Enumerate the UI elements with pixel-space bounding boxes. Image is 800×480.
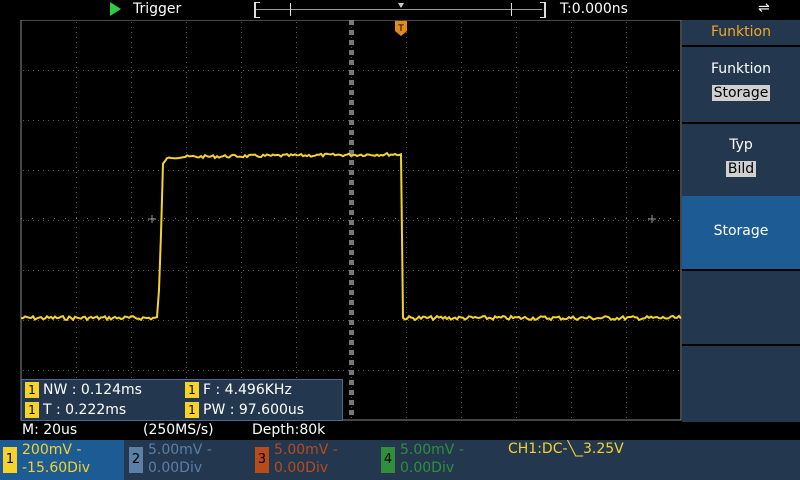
ch3-scale: 5.00mV - (274, 442, 338, 458)
ch3-number: 3 (255, 447, 269, 473)
ch2-settings[interactable]: 2 5.00mV - 0.00Div (126, 440, 250, 480)
ch1-number: 1 (3, 447, 17, 473)
timeline-window-right (511, 3, 512, 16)
ch3-offset: 0.00Div (274, 460, 329, 476)
timeline-window-left (290, 3, 291, 16)
menu-item-storage[interactable]: Storage (682, 196, 800, 269)
measurement-channel-badge: 1 (185, 382, 199, 398)
graticule-border (20, 19, 682, 421)
function-menu: Funktion Funktion Storage Typ Bild Stora… (682, 20, 800, 422)
ch4-offset: 0.00Div (400, 460, 455, 476)
ch1-scale: 200mV - (22, 442, 82, 458)
measurement-channel-badge: 1 (185, 402, 199, 418)
ch1-trace (20, 151, 682, 322)
ch4-number: 4 (381, 447, 395, 473)
menu-item-typ-value: Bild (725, 161, 757, 177)
measurement-nw: 1 NW : 0.124ms (25, 381, 142, 399)
timeline-left-bracket (254, 2, 260, 18)
ch4-settings[interactable]: 4 5.00mV - 0.00Div (378, 440, 502, 480)
sample-rate-readout: (250MS/s) (143, 422, 214, 438)
trigger-position-marker[interactable]: T (395, 21, 407, 36)
menu-item-typ[interactable]: Typ Bild (682, 122, 800, 196)
waveform-grid-svg: T (20, 19, 682, 421)
timeline-bar (256, 9, 542, 10)
run-play-icon[interactable] (110, 2, 121, 16)
trigger-marker-label: T (397, 24, 404, 34)
memory-depth-readout[interactable]: Depth:80k (252, 422, 326, 438)
graticule (21, 20, 679, 418)
menu-header: Funktion (682, 20, 800, 45)
measurement-channel-badge: 1 (25, 402, 39, 418)
timebase-readout[interactable]: M: 20us (22, 422, 78, 438)
ch3-settings[interactable]: 3 5.00mV - 0.00Div (252, 440, 376, 480)
ch1-settings[interactable]: 1 200mV - -15.60Div (0, 440, 124, 480)
channel-bar: 1 200mV - -15.60Div 2 5.00mV - 0.00Div 3… (0, 440, 800, 480)
measurement-t-value: T : 0.222ms (43, 402, 127, 418)
menu-item-empty-5[interactable] (682, 346, 800, 422)
menu-item-storage-title: Storage (713, 223, 769, 239)
ch4-scale: 5.00mV - (400, 442, 464, 458)
measurement-pw: 1 PW : 97.600us (185, 401, 304, 419)
measurement-pw-value: PW : 97.600us (203, 402, 305, 418)
trigger-status-readout[interactable]: CH1:DC-╲_3.25V (508, 441, 624, 457)
acquisition-status-line: M: 20us (250MS/s) Depth:80k (0, 422, 800, 440)
trigger-label: Trigger (133, 1, 182, 17)
ch2-number: 2 (129, 447, 143, 473)
menu-item-funktion-value: Storage (711, 85, 771, 101)
time-offset-readout: T:0.000ns (560, 1, 628, 17)
ch2-offset: 0.00Div (148, 460, 203, 476)
measurement-nw-value: NW : 0.124ms (43, 382, 142, 398)
top-status-bar: Trigger T:0.000ns ⇌ (0, 0, 800, 20)
ch1-offset: -15.60Div (22, 460, 91, 476)
menu-item-typ-title: Typ (729, 137, 753, 153)
measurement-f-value: F : 4.496KHz (203, 382, 292, 398)
ch2-scale: 5.00mV - (148, 442, 212, 458)
timeline-right-bracket (540, 2, 546, 18)
timeline-position-marker-icon (398, 3, 404, 8)
waveform-display[interactable]: T (0, 19, 682, 442)
usb-icon: ⇌ (758, 0, 770, 16)
measurement-channel-badge: 1 (25, 382, 39, 398)
menu-item-empty-4[interactable] (682, 271, 800, 344)
menu-item-funktion-title: Funktion (711, 61, 771, 77)
